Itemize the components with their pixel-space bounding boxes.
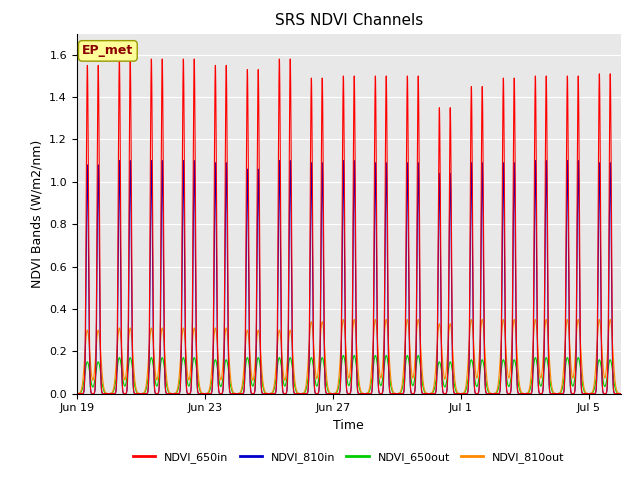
NDVI_810out [520, 391, 527, 396]
NDVI_810in [197, 391, 205, 396]
NDVI_650in [425, 391, 433, 396]
NDVI_810in [617, 391, 625, 396]
Line: NDVI_810out: NDVI_810out [77, 320, 621, 394]
NDVI_650out [340, 353, 348, 359]
Line: NDVI_650in: NDVI_650in [77, 59, 621, 394]
Legend: NDVI_650in, NDVI_810in, NDVI_650out, NDVI_810out: NDVI_650in, NDVI_810in, NDVI_650out, NDV… [129, 447, 569, 467]
NDVI_650in [115, 56, 123, 62]
NDVI_650in [73, 391, 81, 396]
NDVI_650out [73, 391, 81, 396]
NDVI_810in [73, 391, 81, 396]
NDVI_810in [424, 391, 432, 396]
NDVI_650in [152, 391, 160, 396]
NDVI_650in [520, 391, 527, 396]
NDVI_810in [152, 391, 160, 396]
NDVI_810out [340, 317, 348, 323]
NDVI_810out [152, 374, 160, 380]
NDVI_810out [233, 391, 241, 396]
NDVI_650out [127, 355, 134, 360]
NDVI_650out [520, 391, 527, 396]
NDVI_810out [127, 325, 134, 331]
NDVI_810out [425, 391, 433, 396]
NDVI_810in [127, 159, 134, 165]
Y-axis label: NDVI Bands (W/m2/nm): NDVI Bands (W/m2/nm) [31, 140, 44, 288]
NDVI_650in [528, 389, 536, 395]
NDVI_650in [197, 391, 205, 396]
NDVI_810out [617, 391, 625, 396]
X-axis label: Time: Time [333, 419, 364, 432]
NDVI_650in [127, 58, 134, 64]
NDVI_650out [424, 391, 432, 396]
NDVI_810out [197, 388, 205, 394]
NDVI_650out [197, 389, 205, 395]
NDVI_810in [115, 158, 123, 164]
Title: SRS NDVI Channels: SRS NDVI Channels [275, 13, 423, 28]
NDVI_810in [425, 391, 433, 396]
Line: NDVI_810in: NDVI_810in [77, 161, 621, 394]
NDVI_810in [528, 389, 536, 395]
NDVI_810out [73, 391, 81, 396]
NDVI_650out [152, 382, 160, 387]
NDVI_650out [528, 377, 536, 383]
Text: EP_met: EP_met [82, 44, 134, 58]
Line: NDVI_650out: NDVI_650out [77, 356, 621, 394]
NDVI_650out [425, 391, 433, 396]
NDVI_650in [424, 391, 432, 396]
NDVI_810in [520, 391, 527, 396]
NDVI_650in [617, 391, 625, 396]
NDVI_650out [617, 391, 625, 396]
NDVI_810out [528, 363, 536, 369]
